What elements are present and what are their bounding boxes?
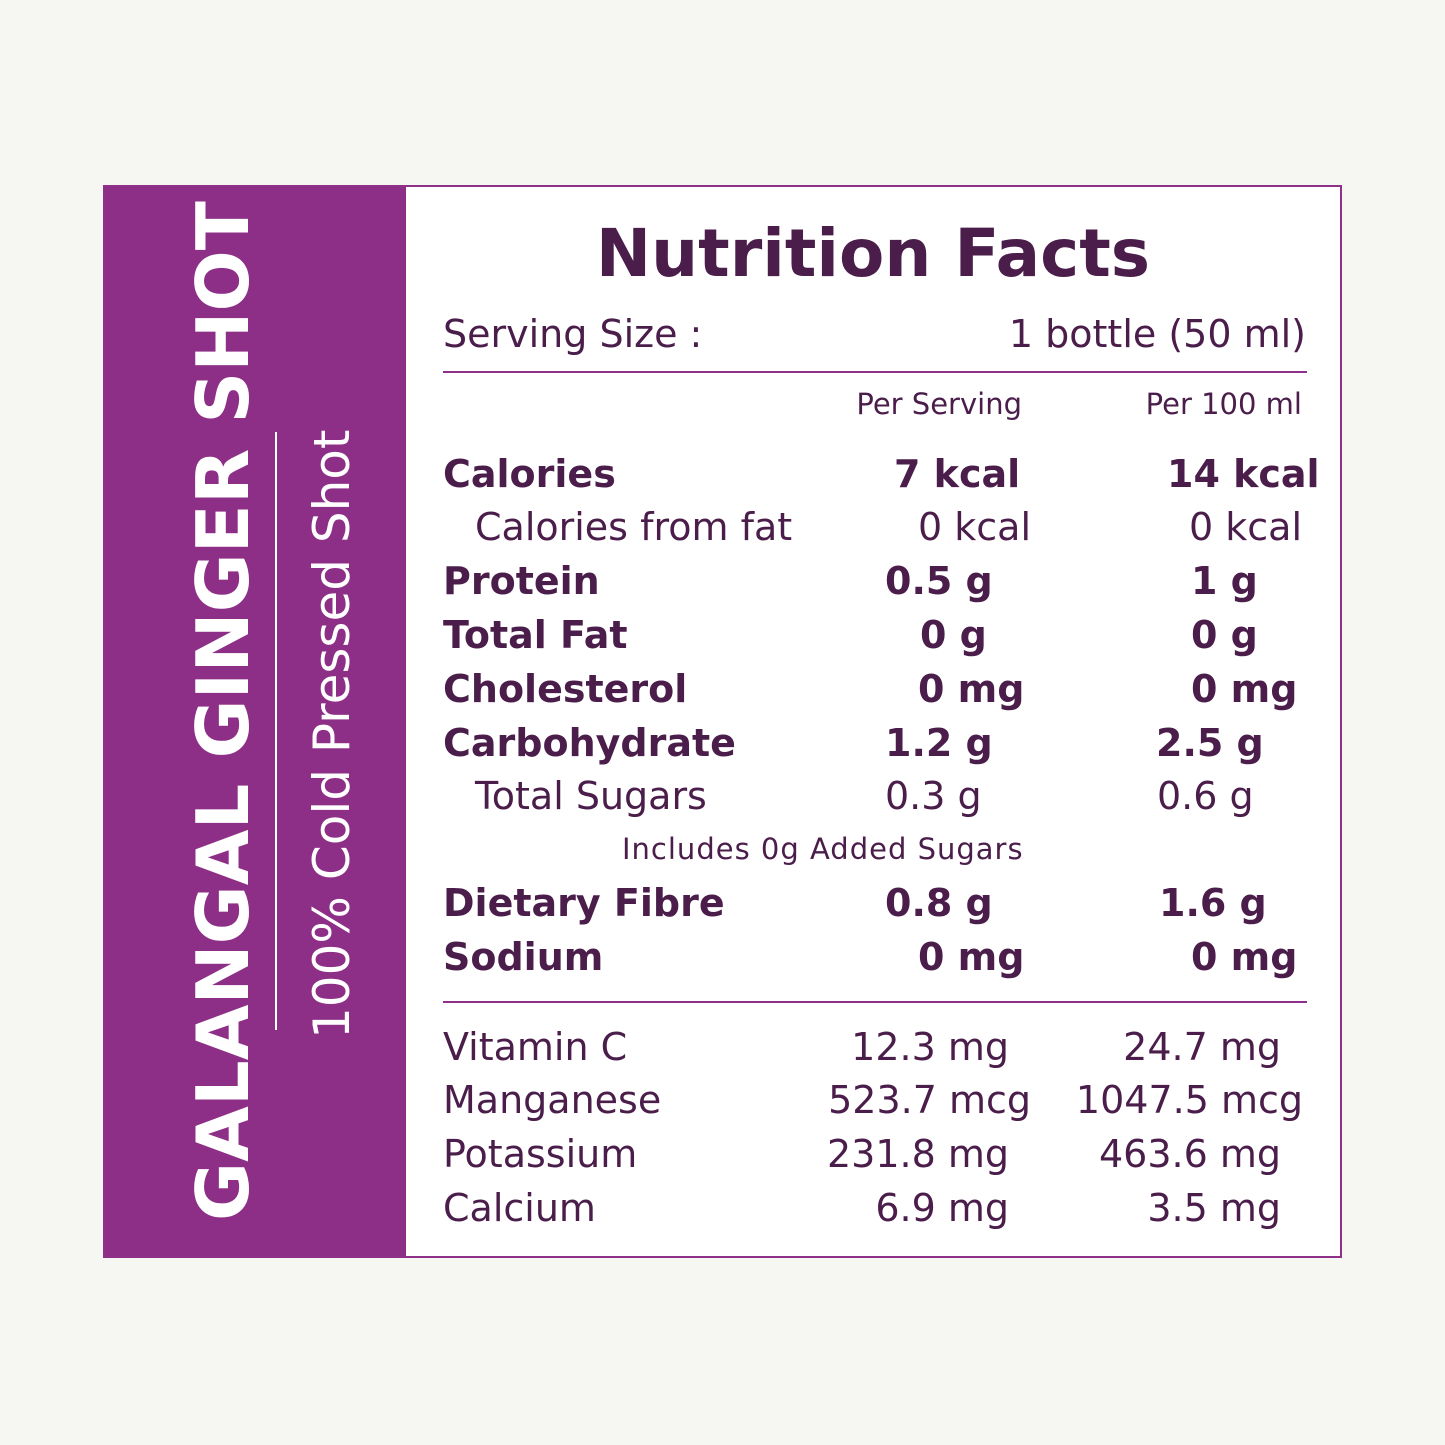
- row-name-total-fat: Total Fat: [443, 613, 628, 657]
- row-serving-vitamin-c: 12.3 mg: [851, 1025, 1009, 1069]
- row-serving-calories-from-fat: 0 kcal: [918, 505, 1031, 549]
- row-100-potassium: 463.6 mg: [1098, 1132, 1281, 1176]
- row-name-total-sugars: Total Sugars: [475, 774, 707, 818]
- row-100-protein: 1 g: [1191, 559, 1258, 603]
- row-name-calories-from-fat: Calories from fat: [475, 505, 793, 549]
- product-side-band: GALANGAL GINGER SHOT 100% Cold Pressed S…: [105, 187, 406, 1256]
- row-100-vitamin-c: 24.7 mg: [1123, 1025, 1281, 1069]
- row-name-potassium: Potassium: [443, 1132, 638, 1176]
- nutrition-card: GALANGAL GINGER SHOT 100% Cold Pressed S…: [103, 185, 1342, 1258]
- row-100-calories: 14 kcal: [1167, 452, 1320, 496]
- row-name-manganese: Manganese: [443, 1078, 662, 1122]
- row-name-protein: Protein: [443, 559, 600, 603]
- row-name-calcium: Calcium: [443, 1186, 596, 1230]
- row-serving-calories: 7 kcal: [894, 452, 1021, 496]
- row-serving-cholesterol: 0 mg: [918, 667, 1025, 711]
- row-100-cholesterol: 0 mg: [1191, 667, 1298, 711]
- row-serving-calcium: 6.9 mg: [875, 1186, 1009, 1230]
- row-100-carbohydrate: 2.5 g: [1156, 721, 1264, 765]
- divider-bottom: [443, 1001, 1307, 1003]
- label-title: Nutrition Facts: [595, 215, 1151, 292]
- serving-size-label: Serving Size :: [443, 312, 703, 356]
- product-tagline: 100% Cold Pressed Shot: [303, 429, 361, 1039]
- row-100-manganese: 1047.5 mcg: [1075, 1078, 1303, 1122]
- row-serving-total-sugars: 0.3 g: [885, 774, 982, 818]
- serving-size-value: 1 bottle (50 ml): [1008, 312, 1306, 356]
- row-100-calories-from-fat: 0 kcal: [1189, 505, 1302, 549]
- row-name-cholesterol: Cholesterol: [443, 667, 688, 711]
- row-serving-manganese: 523.7 mcg: [828, 1078, 1031, 1122]
- product-name: GALANGAL GINGER SHOT: [181, 201, 265, 1221]
- row-serving-protein: 0.5 g: [885, 559, 993, 603]
- row-serving-dietary-fibre: 0.8 g: [885, 881, 993, 925]
- row-name-vitamin-c: Vitamin C: [443, 1025, 628, 1069]
- row-serving-potassium: 231.8 mg: [826, 1132, 1009, 1176]
- row-name-dietary-fibre: Dietary Fibre: [443, 881, 725, 925]
- row-100-total-fat: 0 g: [1191, 613, 1258, 657]
- side-divider: [275, 432, 277, 1030]
- row-100-total-sugars: 0.6 g: [1157, 774, 1254, 818]
- row-name-calories: Calories: [443, 452, 616, 496]
- row-serving-carbohydrate: 1.2 g: [885, 721, 993, 765]
- row-100-dietary-fibre: 1.6 g: [1159, 881, 1267, 925]
- row-serving-total-fat: 0 g: [920, 613, 987, 657]
- nutrition-panel: Nutrition Facts Serving Size : 1 bottle …: [406, 187, 1340, 1256]
- added-sugars-note: Includes 0g Added Sugars: [622, 832, 1024, 866]
- row-name-carbohydrate: Carbohydrate: [443, 721, 736, 765]
- row-serving-sodium: 0 mg: [918, 935, 1025, 979]
- col-header-per-serving: Per Serving: [856, 387, 1022, 421]
- divider-top: [443, 371, 1307, 373]
- row-100-sodium: 0 mg: [1191, 935, 1298, 979]
- row-100-calcium: 3.5 mg: [1147, 1186, 1281, 1230]
- col-header-per-100: Per 100 ml: [1145, 387, 1302, 421]
- row-name-sodium: Sodium: [443, 935, 604, 979]
